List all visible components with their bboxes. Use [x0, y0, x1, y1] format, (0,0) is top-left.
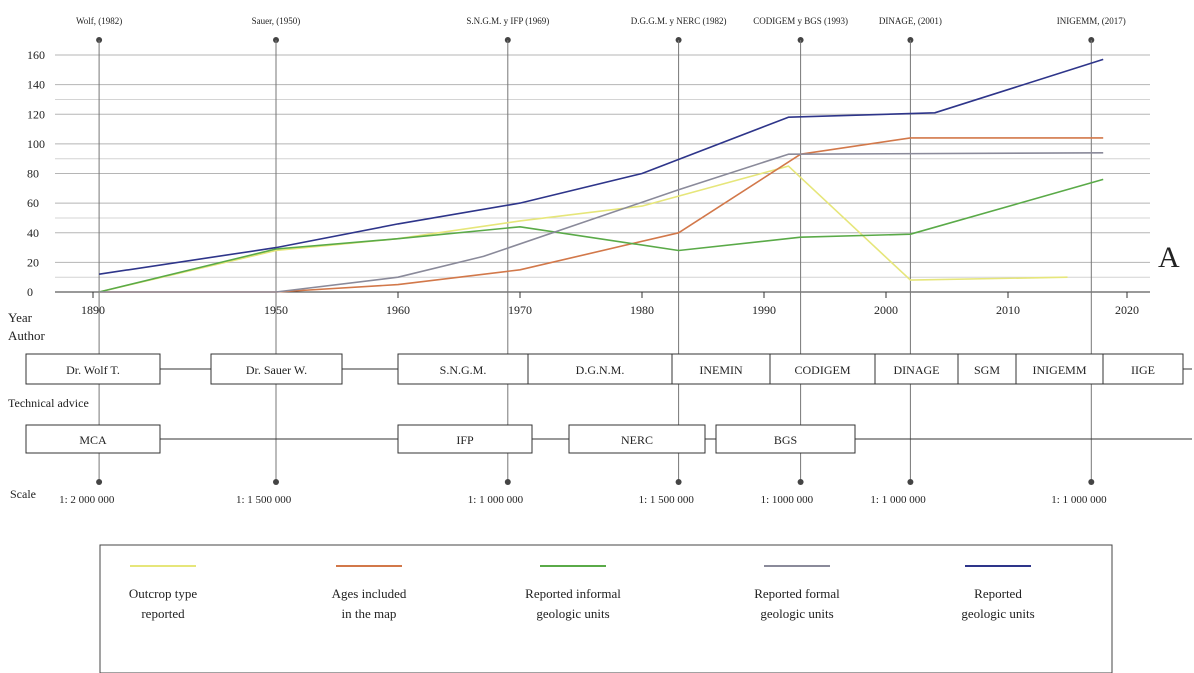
- legend-label-2-0: Reported informal: [525, 586, 621, 601]
- legend-label-0-1: reported: [141, 606, 185, 621]
- author-label-5: CODIGEM: [795, 363, 851, 377]
- x-tick-label-1970: 1970: [508, 303, 532, 317]
- author-label-8: INIGEMM: [1033, 363, 1087, 377]
- advice-box-0: [25, 424, 161, 454]
- scale-label-3: 1: 1 500 000: [639, 494, 695, 506]
- author-label-0: Dr. Wolf T.: [66, 363, 120, 377]
- author-box-8: [1015, 353, 1104, 385]
- legend-label-0-0: Outcrop type: [129, 586, 197, 601]
- y-tick-label-100: 100: [27, 137, 45, 151]
- scale-label-4: 1: 1000 000: [761, 494, 814, 506]
- y-tick-label-80: 80: [27, 167, 39, 181]
- publication-bottom-dot-4: [797, 479, 804, 485]
- author-label-1: Dr. Sauer W.: [246, 363, 307, 377]
- scale-label-2: 1: 1 000 000: [468, 494, 524, 506]
- author-box-6: [874, 353, 959, 385]
- legend-label-1-0: Ages included: [332, 586, 407, 601]
- author-box-3: [527, 353, 673, 385]
- legend-label-4-0: Reported: [974, 586, 1022, 601]
- y-tick-label-40: 40: [27, 226, 39, 240]
- advice-label-0: MCA: [79, 433, 107, 447]
- publication-bottom-dot-1: [273, 479, 279, 485]
- x-tick-label-2020: 2020: [1115, 303, 1139, 317]
- data-series: [98, 58, 1104, 293]
- publication-bottom-dot-3: [675, 479, 682, 485]
- author-label-2: S.N.G.M.: [440, 363, 487, 377]
- author-box-7: [957, 353, 1017, 385]
- author-label-3: D.G.N.M.: [576, 363, 625, 377]
- author-box-4: [671, 353, 771, 385]
- technical-advice-row: MCA IFP NERC BGS: [25, 424, 1192, 454]
- row-label-technical-advice: Technical advice: [8, 396, 89, 410]
- legend: Outcrop type reported Ages included in the …: [129, 565, 1035, 621]
- x-tick-label-1890: 1890: [81, 303, 105, 317]
- y-tick-label-60: 60: [27, 196, 39, 210]
- publication-label-6: INIGEMM, (2017): [1057, 16, 1126, 26]
- author-label-6: DINAGE: [894, 363, 940, 377]
- publication-label-5: DINAGE, (2001): [879, 16, 942, 26]
- legend-label-2-1: geologic units: [536, 606, 609, 621]
- x-tick-label-1960: 1960: [386, 303, 410, 317]
- series-line-4: [98, 58, 1104, 275]
- publication-label-4: CODIGEM y BGS (1993): [753, 16, 848, 26]
- author-box-0: [25, 353, 161, 385]
- series-line-1: [99, 137, 1104, 293]
- legend-label-4-1: geologic units: [961, 606, 1034, 621]
- y-tick-label-20: 20: [27, 255, 39, 269]
- x-tick-label-2000: 2000: [874, 303, 898, 317]
- advice-label-2: NERC: [621, 433, 653, 447]
- x-tick-label-1980: 1980: [630, 303, 654, 317]
- publication-bottom-dot-5: [907, 479, 914, 485]
- row-label-year: Year: [8, 310, 33, 325]
- series-line-2: [98, 178, 1104, 293]
- author-box-5: [769, 353, 876, 385]
- x-tick-label-2010: 2010: [996, 303, 1020, 317]
- panel-letter: A: [1158, 241, 1180, 274]
- advice-label-1: IFP: [456, 433, 474, 447]
- y-tick-label-160: 160: [27, 48, 45, 62]
- scale-label-0: 1: 2 000 000: [59, 494, 115, 506]
- publication-bottom-dot-2: [504, 479, 511, 485]
- legend-label-3-0: Reported formal: [754, 586, 840, 601]
- y-tick-label-0: 0: [27, 285, 33, 299]
- advice-label-3: BGS: [774, 433, 797, 447]
- x-axis-ticks: 1890 1950 1960 1970 1980 1990 2000 2010 2020: [81, 292, 1139, 317]
- advice-box-3: [715, 424, 856, 454]
- gridlines: [55, 54, 1150, 278]
- y-tick-label-140: 140: [27, 78, 45, 92]
- publication-bottom-dot-0: [96, 479, 103, 485]
- legend-label-3-1: geologic units: [760, 606, 833, 621]
- legend-label-1-1: in the map: [342, 606, 397, 621]
- publication-label-3: D.G.G.M. y NERC (1982): [631, 16, 727, 26]
- advice-box-2: [568, 424, 706, 454]
- legend-box: [99, 544, 1113, 673]
- publication-label-1: Sauer, (1950): [252, 16, 301, 26]
- scale-label-6: 1: 1 000 000: [1051, 494, 1107, 506]
- scale-label-5: 1: 1 000 000: [870, 494, 926, 506]
- scale-label-1: 1: 1 500 000: [236, 494, 292, 506]
- row-label-scale: Scale: [10, 487, 36, 501]
- author-label-4: INEMIN: [699, 363, 743, 377]
- series-line-3: [99, 152, 1104, 293]
- publication-markers: Wolf, (1982) 1: 2 000 000 Sauer, (1950) 1: …: [59, 16, 1126, 506]
- author-box-9: [1102, 353, 1184, 385]
- author-row: Dr. Wolf T. Dr. Sauer W. S.N.G.M. D.G.N.M. I…: [25, 353, 1192, 385]
- author-label-9: IIGE: [1131, 363, 1155, 377]
- y-axis-ticks: 0 20 40 60 80 100 120 140 160: [27, 48, 45, 299]
- x-tick-label-1990: 1990: [752, 303, 776, 317]
- publication-label-0: Wolf, (1982): [76, 16, 122, 26]
- author-box-1: [210, 353, 343, 385]
- y-tick-label-120: 120: [27, 107, 45, 121]
- publication-bottom-dot-6: [1088, 479, 1095, 485]
- row-label-author: Author: [8, 328, 46, 343]
- advice-box-1: [397, 424, 533, 454]
- author-label-7: SGM: [974, 363, 1000, 377]
- publication-label-2: S.N.G.M. y IFP (1969): [466, 16, 549, 26]
- series-line-0: [98, 165, 1068, 293]
